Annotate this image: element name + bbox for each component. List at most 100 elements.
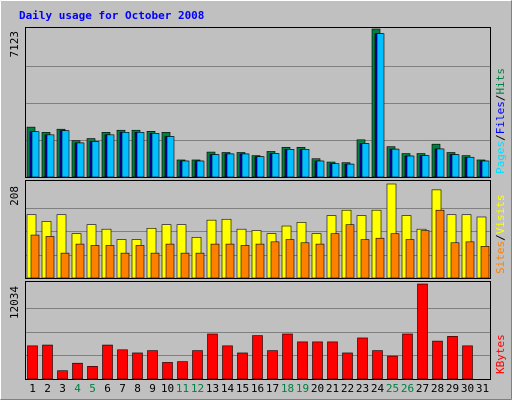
day-label: 4 xyxy=(74,382,81,395)
day-label: 5 xyxy=(89,382,96,395)
bar-pages xyxy=(181,160,190,178)
day-label: 27 xyxy=(416,382,429,395)
bar-sites xyxy=(435,209,445,279)
day-label: 28 xyxy=(431,382,444,395)
bar-kbytes xyxy=(327,341,338,380)
day-label: 3 xyxy=(59,382,66,395)
bar-sites xyxy=(45,236,55,279)
bar-pages xyxy=(106,134,115,178)
y-max-label-3: 12034 xyxy=(8,286,21,319)
bar-kbytes xyxy=(282,333,293,380)
bar-pages xyxy=(256,156,265,178)
day-axis-labels: 1 2 3 4 5 6 7 8 9 10 11 12 13 14 15 16 17 18 19 20 21 22 23 24 2… xyxy=(29,382,489,395)
legend-part: Sites xyxy=(494,241,507,274)
day-label: 26 xyxy=(401,382,414,395)
bar-pages xyxy=(406,155,415,178)
bar-kbytes xyxy=(117,349,128,380)
bar-sites xyxy=(180,252,190,279)
bar-kbytes xyxy=(462,345,473,380)
day-label: 1 xyxy=(29,382,36,395)
bar-pages xyxy=(211,154,220,178)
bar-pages xyxy=(346,163,355,178)
day-label: 23 xyxy=(356,382,369,395)
bar-kbytes xyxy=(162,362,173,380)
bar-kbytes xyxy=(237,352,248,380)
bar-kbytes xyxy=(252,335,263,380)
day-label: 25 xyxy=(386,382,399,395)
bar-pages xyxy=(331,163,340,178)
bar-kbytes xyxy=(267,350,278,380)
day-label: 30 xyxy=(461,382,474,395)
bar-pages xyxy=(196,160,205,178)
bar-pages xyxy=(481,160,490,178)
day-label: 22 xyxy=(341,382,354,395)
legend-part: Files xyxy=(494,101,507,134)
bar-pages xyxy=(316,160,325,178)
bar-sites xyxy=(120,252,130,279)
bar-sites xyxy=(330,233,340,279)
bar-kbytes xyxy=(177,361,188,380)
bar-pages xyxy=(466,156,475,178)
chart-title: Daily usage for October 2008 xyxy=(19,9,204,22)
bar-sites xyxy=(465,241,475,279)
y-max-label-1: 7123 xyxy=(8,31,21,58)
bar-sites xyxy=(150,252,160,279)
bar-sites xyxy=(360,239,370,279)
bar-pages xyxy=(226,153,235,178)
bar-pages xyxy=(61,130,70,178)
bar-kbytes xyxy=(192,350,203,380)
bar-sites xyxy=(75,243,85,279)
day-label: 8 xyxy=(134,382,141,395)
legend-part: Hits xyxy=(494,68,507,95)
bar-kbytes xyxy=(417,283,428,380)
day-label: 10 xyxy=(161,382,174,395)
day-label: 6 xyxy=(104,382,111,395)
bar-sites xyxy=(165,243,175,279)
bar-sites xyxy=(300,242,310,279)
bar-pages xyxy=(376,33,385,178)
bar-pages xyxy=(451,154,460,178)
bar-kbytes xyxy=(387,355,398,380)
bar-kbytes xyxy=(87,366,98,380)
day-label: 16 xyxy=(251,382,264,395)
bar-pages xyxy=(241,153,250,178)
day-label: 18 xyxy=(281,382,294,395)
bar-pages xyxy=(136,132,145,178)
bar-kbytes xyxy=(297,341,308,380)
bar-kbytes xyxy=(102,344,113,380)
day-label: 31 xyxy=(476,382,489,395)
bar-pages xyxy=(76,142,85,178)
legend-part: Visits xyxy=(494,195,507,235)
bar-pages xyxy=(301,149,310,178)
bar-sites xyxy=(270,241,280,279)
bar-pages xyxy=(361,143,370,178)
bar-sites xyxy=(480,246,490,279)
day-label: 19 xyxy=(296,382,309,395)
legend-part: / xyxy=(494,134,507,141)
bar-kbytes xyxy=(447,336,458,380)
day-label: 14 xyxy=(221,382,235,395)
bar-sites xyxy=(255,243,265,279)
day-label: 20 xyxy=(311,382,324,395)
bar-kbytes xyxy=(27,345,38,380)
day-label: 17 xyxy=(266,382,279,395)
bar-sites xyxy=(315,243,325,279)
day-label: 21 xyxy=(326,382,339,395)
bar-pages xyxy=(391,148,400,178)
bar-sites xyxy=(240,245,250,279)
bar-pages xyxy=(271,153,280,178)
bar-kbytes xyxy=(207,333,218,380)
bar-sites xyxy=(105,245,115,279)
bar-kbytes xyxy=(432,340,443,380)
bar-sites xyxy=(420,230,430,279)
day-label: 29 xyxy=(446,382,459,395)
bar-pages xyxy=(286,149,295,178)
bar-pages xyxy=(46,134,55,178)
bar-sites xyxy=(60,252,70,279)
day-label: 13 xyxy=(206,382,219,395)
legend-part: KBytes xyxy=(494,334,507,374)
bar-pages xyxy=(166,136,175,178)
y-max-label-2: 208 xyxy=(8,186,21,206)
chart-marks xyxy=(26,28,490,380)
bar-kbytes xyxy=(372,350,383,380)
